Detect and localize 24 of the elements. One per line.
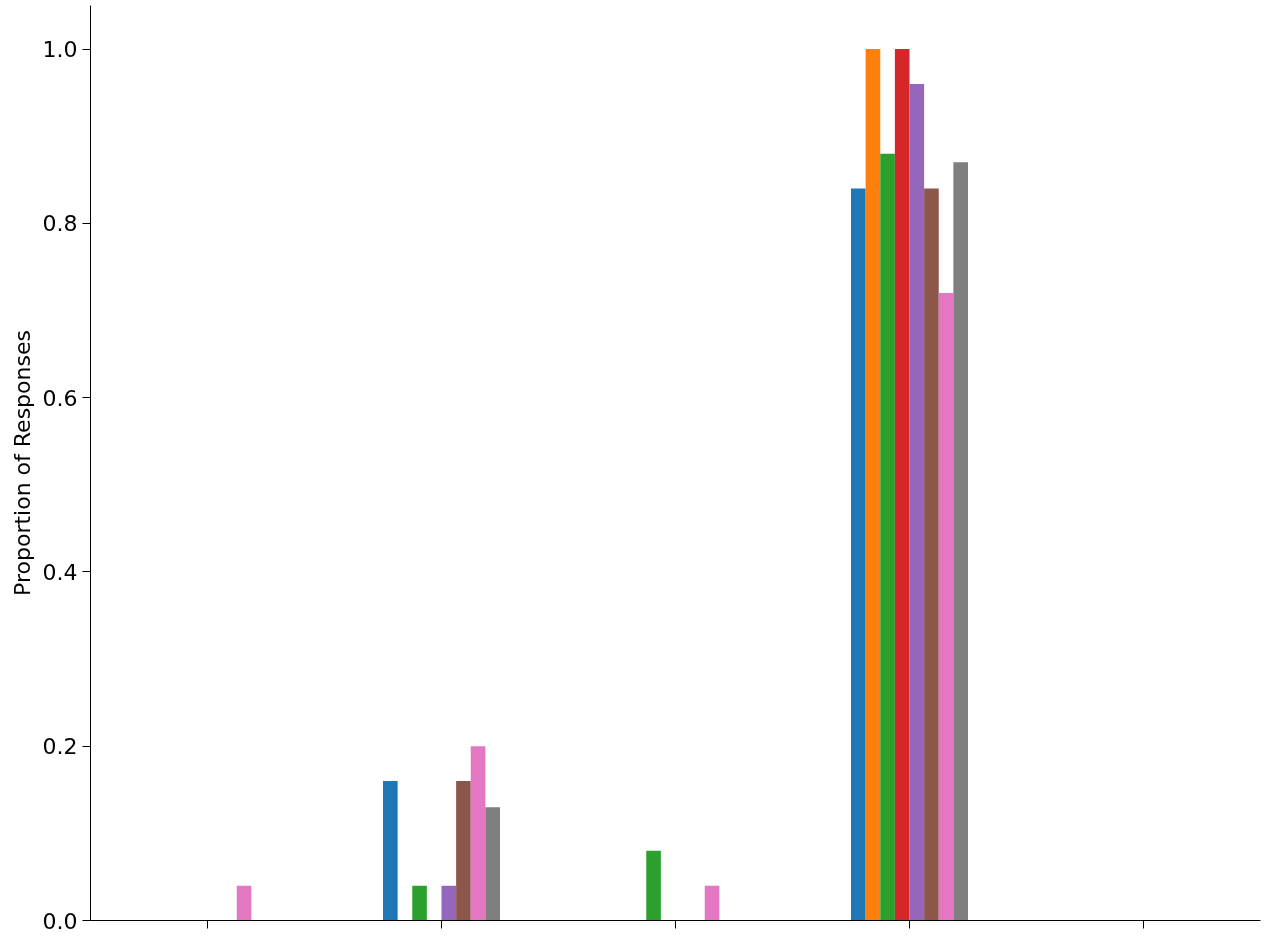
bar	[704, 885, 720, 921]
y-tick-label: 0.8	[42, 211, 78, 237]
bar	[485, 807, 500, 921]
bar	[646, 850, 661, 921]
y-axis-title: Proportion of Responses	[9, 330, 35, 596]
bar	[456, 781, 471, 921]
y-tick-label: 1.0	[42, 37, 78, 63]
y-tick-label: 0.2	[42, 734, 78, 760]
bar	[236, 885, 252, 921]
y-tick-label: 0.6	[42, 385, 78, 411]
bar	[851, 188, 866, 921]
bar	[938, 293, 954, 921]
y-tick-label: 0.4	[42, 559, 78, 585]
bar	[383, 781, 398, 921]
bar	[470, 746, 486, 921]
bar	[894, 49, 910, 921]
bar	[953, 162, 968, 921]
bar	[924, 188, 939, 921]
bar	[441, 885, 457, 921]
bar	[412, 885, 427, 921]
y-tick-label: 0.0	[42, 908, 78, 934]
bar	[909, 83, 925, 921]
bar	[865, 49, 881, 921]
bar	[880, 153, 895, 921]
